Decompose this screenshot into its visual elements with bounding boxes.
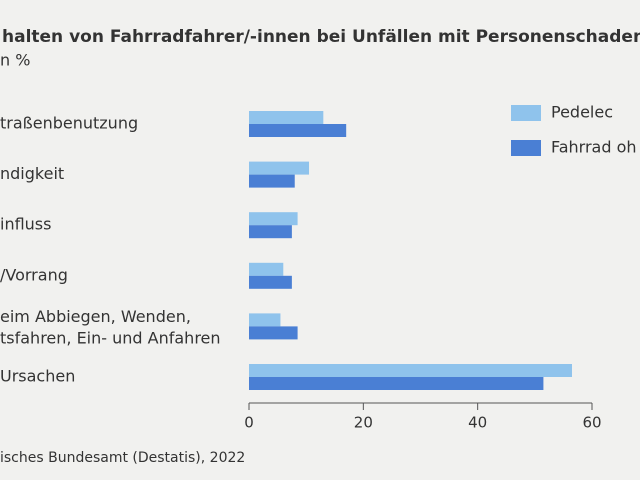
legend-label: Fahrrad oh	[551, 138, 637, 157]
legend-swatch	[511, 140, 541, 156]
y-tick-label: /Vorrang	[0, 265, 68, 284]
x-tick-label: 40	[468, 414, 487, 432]
bar	[249, 262, 284, 276]
chart-title: halten von Fahrradfahrer/-innen bei Unfä…	[2, 27, 640, 47]
x-tick-label: 60	[582, 414, 601, 432]
y-tick-label: ndigkeit	[0, 164, 64, 183]
legend-swatch	[511, 105, 541, 121]
bar	[249, 377, 544, 390]
chart-subtitle: n %	[0, 51, 30, 70]
legend-label: Pedelec	[551, 103, 613, 122]
bar	[249, 313, 281, 327]
bar	[249, 364, 572, 377]
y-tick-label: influss	[0, 215, 51, 234]
bar	[249, 275, 292, 289]
bar	[249, 225, 292, 239]
bar	[249, 161, 310, 175]
y-tick-label: Ursachen	[0, 367, 75, 386]
y-tick-label: traßenbenutzung	[0, 114, 138, 133]
bar	[249, 326, 298, 340]
x-tick-label: 20	[354, 414, 373, 432]
bar	[249, 174, 295, 188]
x-tick-label: 0	[244, 414, 254, 432]
y-tick-label: eim Abbiegen, Wenden, tsfahren, Ein- und …	[0, 306, 221, 347]
bar	[249, 212, 298, 226]
bar	[249, 124, 347, 137]
bar	[249, 111, 324, 124]
source-note: isches Bundesamt (Destatis), 2022	[0, 450, 245, 466]
